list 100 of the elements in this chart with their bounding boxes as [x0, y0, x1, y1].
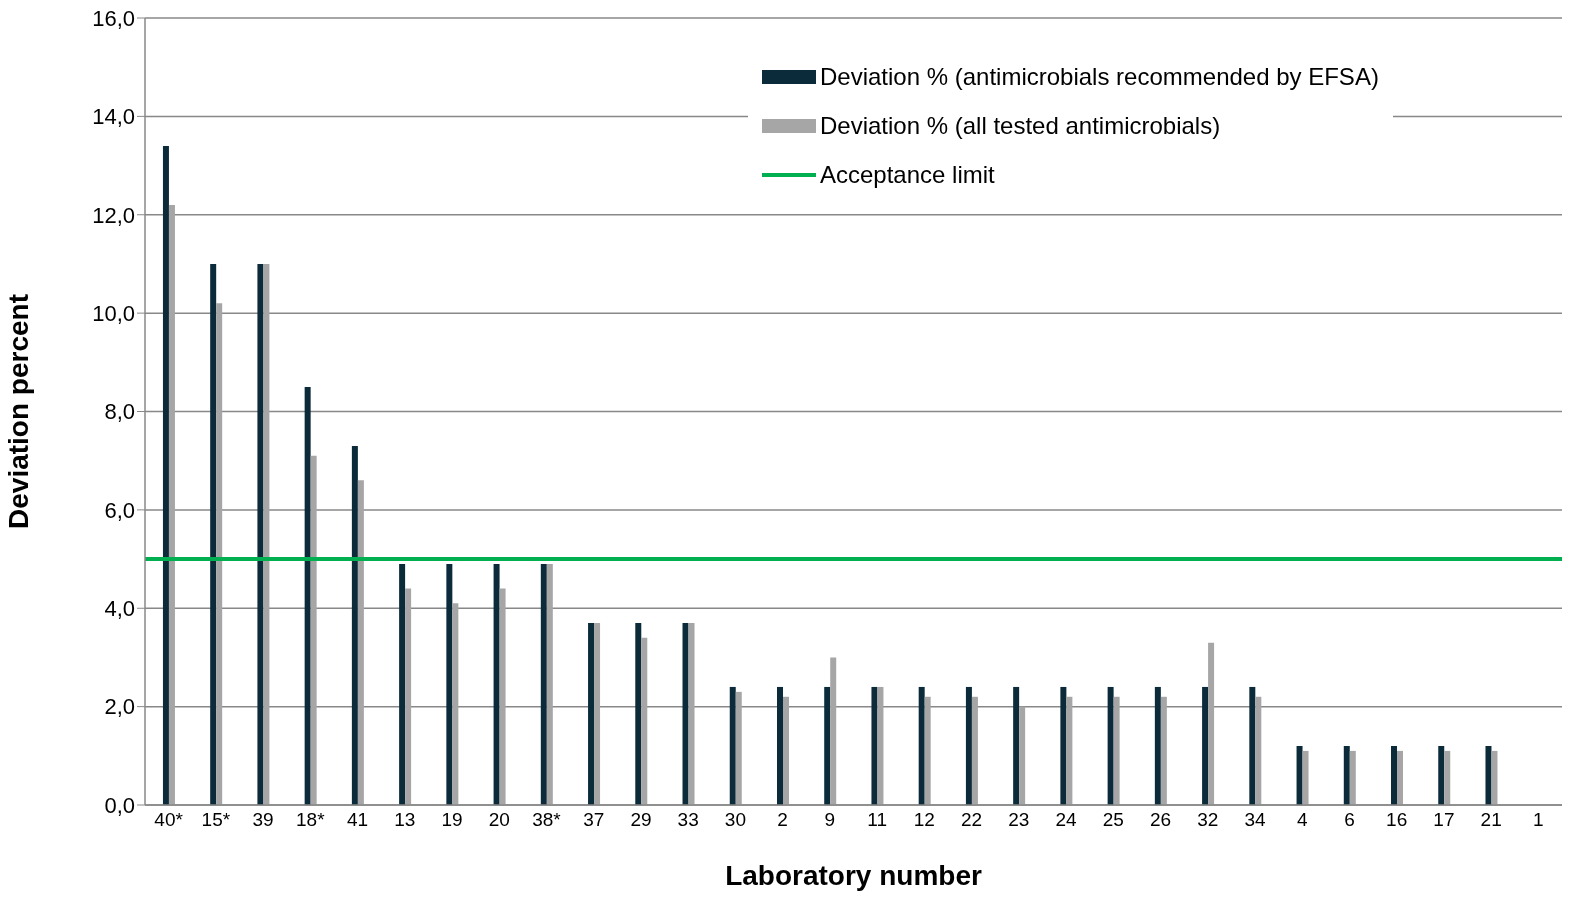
bar	[405, 588, 412, 805]
bar	[688, 623, 695, 805]
x-tick-label: 30	[724, 809, 746, 831]
x-tick-label: 21	[1480, 809, 1502, 831]
legend-label: Acceptance limit	[820, 160, 995, 189]
x-tick-label: 23	[1008, 809, 1030, 831]
x-tick-label: 15*	[201, 809, 231, 831]
bar	[1485, 745, 1492, 805]
x-tick-label: 39	[252, 809, 274, 831]
bar	[971, 696, 978, 805]
bar	[162, 145, 169, 805]
bar	[1349, 750, 1356, 805]
y-tick-label: 4,0	[104, 596, 135, 622]
bar	[1249, 686, 1256, 805]
bar	[357, 480, 364, 805]
bar	[1444, 750, 1451, 805]
x-tick-label: 25	[1102, 809, 1124, 831]
bar	[735, 691, 742, 805]
bar	[877, 686, 884, 805]
bar	[499, 588, 506, 805]
x-tick-label: 18*	[296, 809, 326, 831]
legend-label: Deviation % (all tested antimicrobials)	[820, 111, 1221, 140]
x-tick-label: 13	[394, 809, 416, 831]
bar	[682, 623, 689, 805]
bar	[1060, 686, 1067, 805]
bar	[310, 455, 317, 805]
bar	[635, 623, 642, 805]
y-axis-title: Deviation percent	[2, 294, 34, 529]
bar	[257, 263, 264, 805]
y-tick-label: 12,0	[92, 202, 135, 228]
y-tick-label: 10,0	[92, 300, 135, 326]
x-tick-label: 11	[867, 809, 887, 831]
bar	[776, 686, 783, 805]
bar	[168, 204, 175, 805]
x-tick-label: 41	[346, 809, 369, 831]
bar	[1113, 696, 1120, 805]
x-tick-label: 22	[961, 809, 983, 831]
bar	[924, 696, 931, 805]
x-tick-label: 38*	[532, 809, 562, 831]
bar	[1013, 686, 1020, 805]
bar	[824, 686, 831, 805]
y-tick-label: 16,0	[92, 5, 135, 31]
x-tick-label: 6	[1344, 809, 1355, 831]
bar	[1343, 745, 1350, 805]
bar	[1296, 745, 1303, 805]
bar	[540, 563, 547, 805]
y-tick-label: 14,0	[92, 104, 135, 130]
bar	[399, 563, 406, 805]
bar	[1202, 686, 1209, 805]
bar	[965, 686, 972, 805]
bar	[493, 563, 500, 805]
bar	[1302, 750, 1309, 805]
bar	[446, 563, 453, 805]
bar	[918, 686, 925, 805]
x-tick-label: 2	[777, 809, 788, 831]
y-tick-label: 2,0	[104, 694, 135, 720]
legend-label: Deviation % (antimicrobials recommended by EFSA)	[820, 62, 1379, 91]
bar	[1255, 696, 1262, 805]
bar	[1019, 706, 1026, 805]
y-tick-label: 6,0	[104, 497, 135, 523]
bar	[1160, 696, 1167, 805]
x-tick-label: 19	[441, 809, 463, 831]
x-tick-label: 9	[824, 809, 836, 831]
x-tick-label: 37	[583, 809, 605, 831]
x-tick-label: 12	[913, 809, 935, 831]
bar	[1107, 686, 1114, 805]
x-tick-label: 24	[1055, 809, 1078, 831]
bar	[210, 263, 217, 805]
bar	[830, 657, 837, 805]
x-tick-label: 16	[1386, 809, 1408, 831]
bar	[641, 637, 648, 805]
x-tick-label: 17	[1433, 809, 1455, 831]
bar	[588, 623, 595, 805]
bar	[263, 263, 270, 805]
bar	[216, 303, 223, 805]
bar	[1154, 686, 1161, 805]
bar	[1208, 642, 1215, 805]
bar	[1066, 696, 1073, 805]
x-tick-label: 33	[677, 809, 699, 831]
x-axis-title: Laboratory number	[725, 860, 982, 891]
bar	[871, 686, 878, 805]
x-tick-label: 20	[488, 809, 510, 831]
bar	[546, 563, 553, 805]
bar	[782, 696, 789, 805]
bar	[351, 445, 358, 805]
bar	[1491, 750, 1498, 805]
x-tick-label: 34	[1244, 809, 1266, 831]
bar	[1397, 750, 1404, 805]
bar	[729, 686, 736, 805]
y-tick-label: 0,0	[104, 792, 135, 818]
bar	[1391, 745, 1398, 805]
x-tick-label: 4	[1296, 809, 1308, 831]
x-tick-label: 40*	[154, 809, 184, 831]
bar	[452, 603, 459, 805]
x-tick-label: 32	[1197, 809, 1219, 831]
x-tick-label: 26	[1149, 809, 1172, 831]
x-tick-label: 29	[630, 809, 652, 831]
x-tick-label: 1	[1533, 809, 1544, 831]
bar	[304, 386, 311, 805]
bar	[594, 623, 601, 805]
